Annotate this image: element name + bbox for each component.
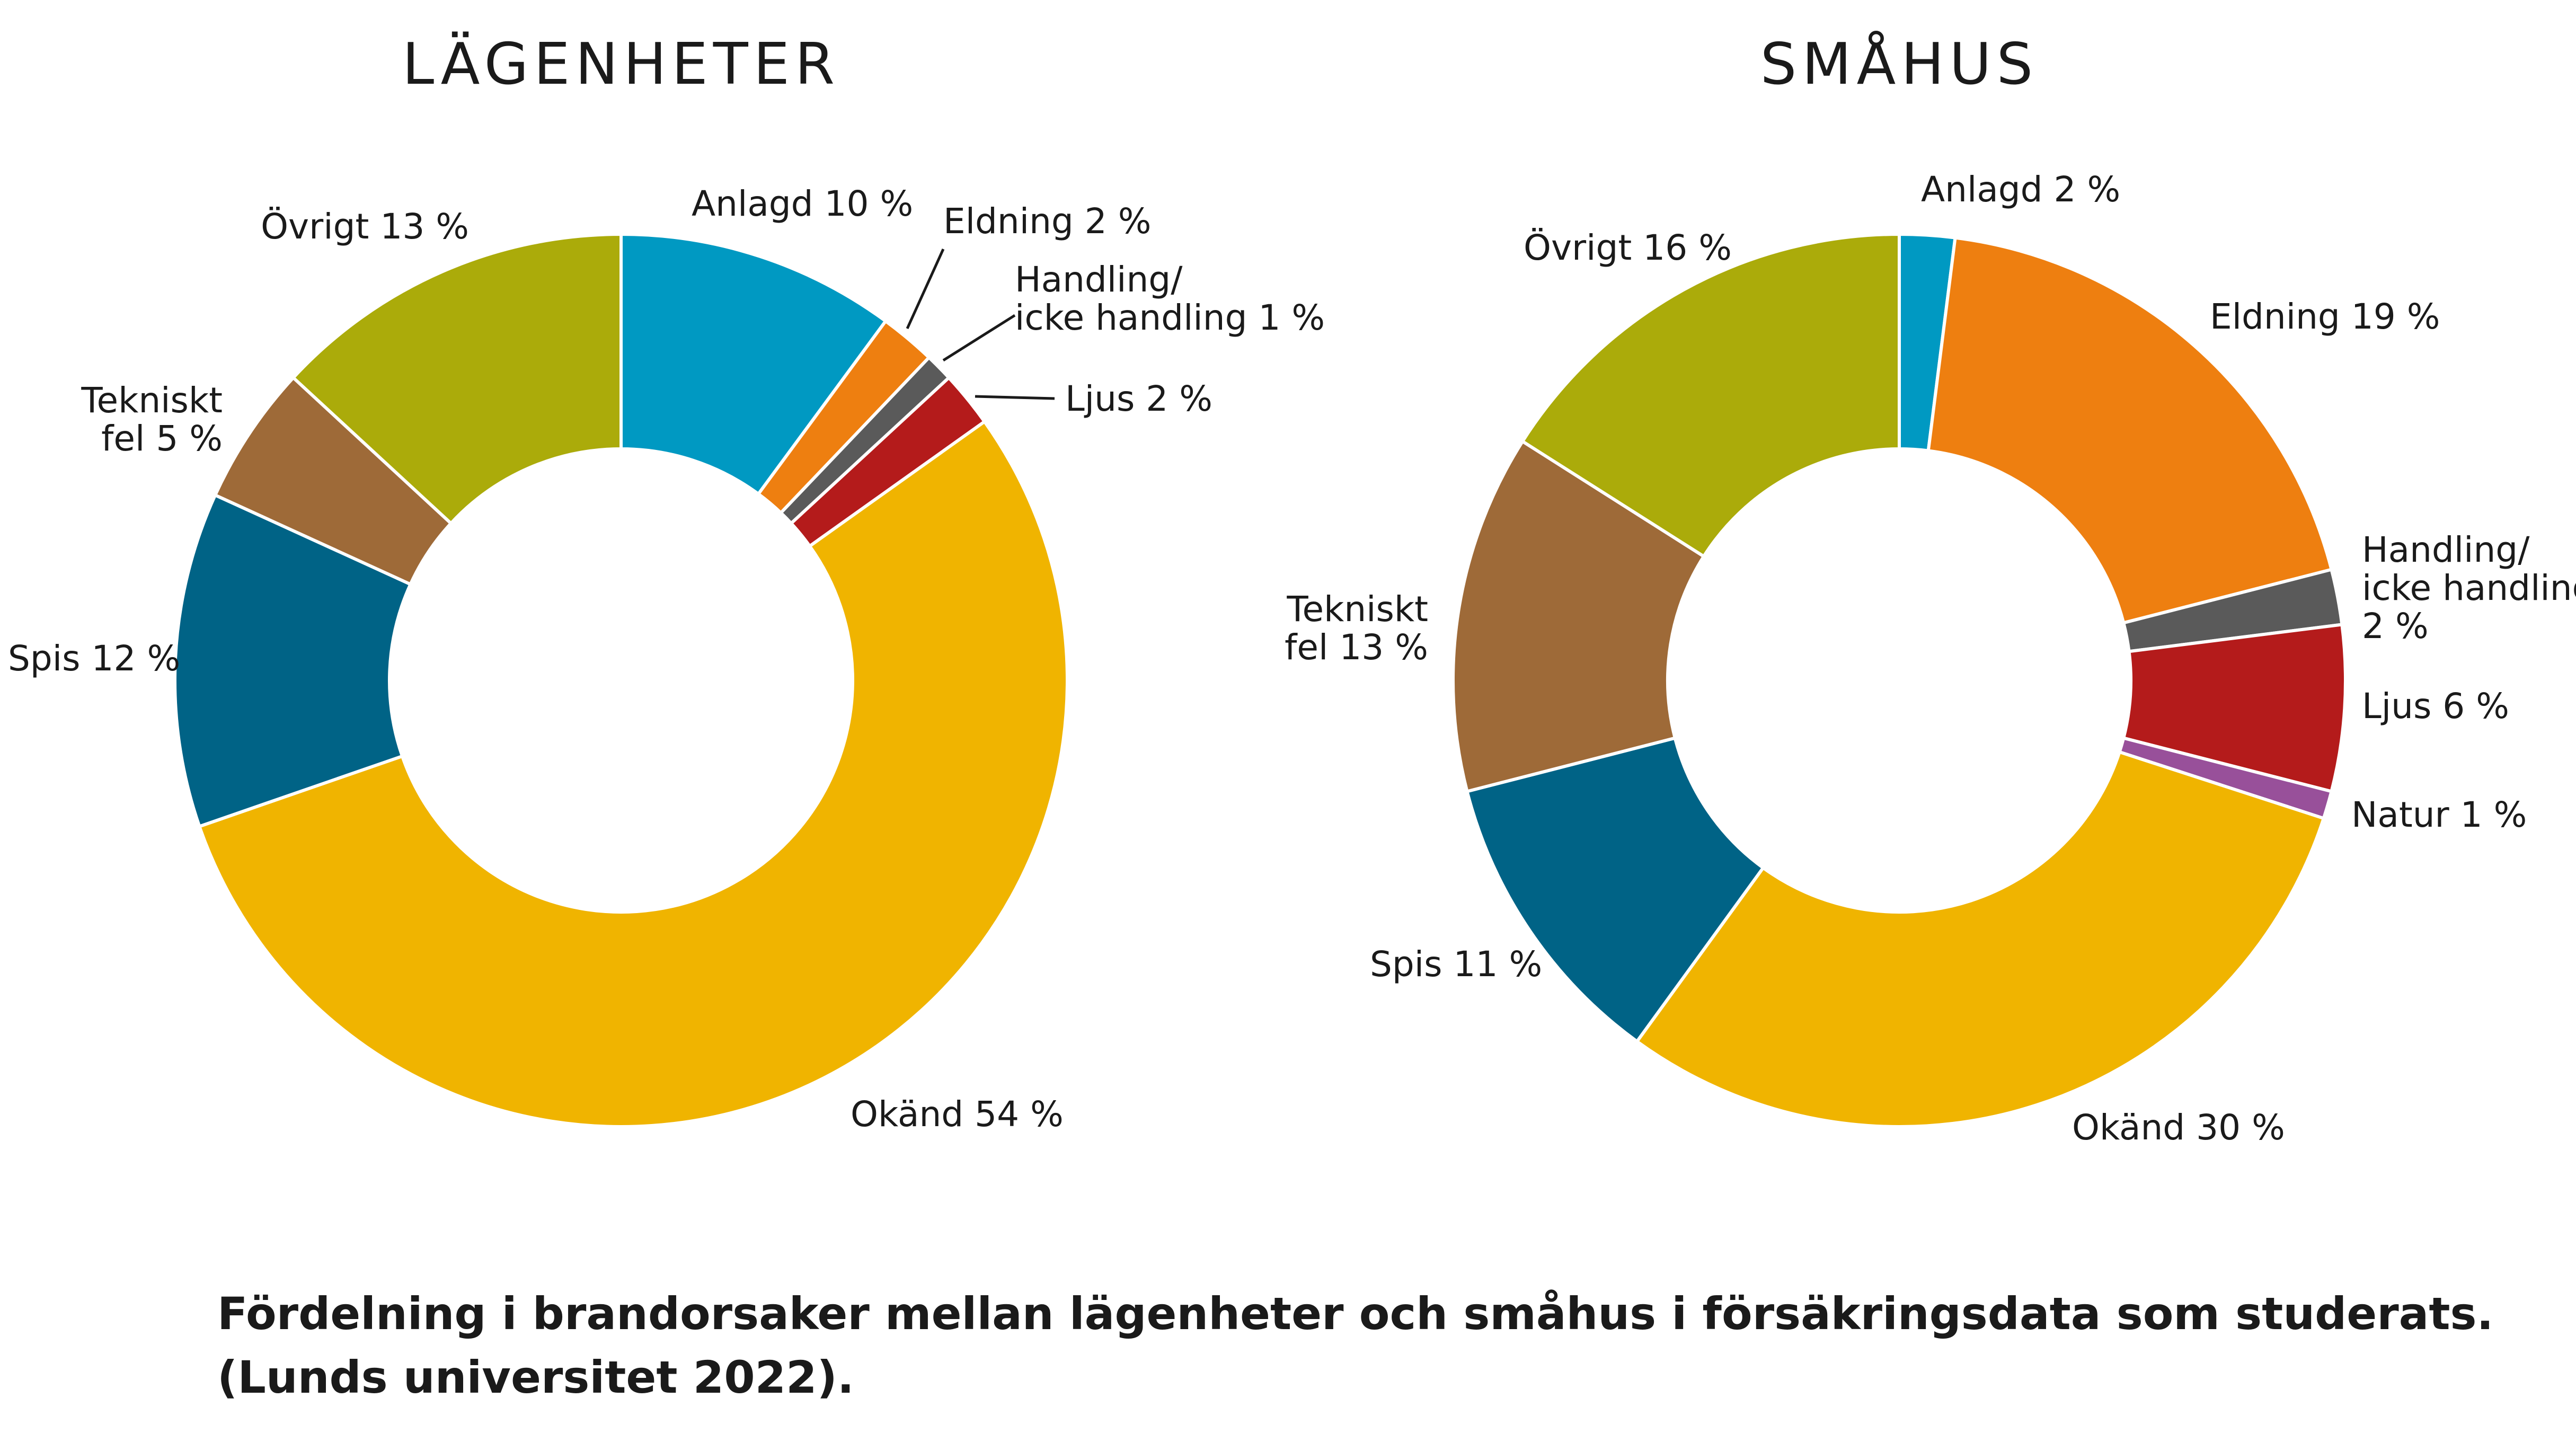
label-tekniskt-fel: Tekniskt fel 5 % [81, 380, 223, 459]
slice-okand [1635, 750, 2325, 1129]
chart-title: LÄGENHETER [402, 31, 840, 98]
slice-anlagd [619, 233, 888, 496]
label-spis: Spis 12 % [8, 638, 180, 679]
chart-title: SMÅHUS [1760, 30, 2038, 98]
donut-chart-lagenheter: LÄGENHETER Anlagd 10 % Eldning 2 % Handling… [8, 31, 1325, 1135]
caption-line-2: (Lunds universitet 2022). [217, 1351, 854, 1403]
leader-line-eldning [906, 248, 945, 330]
slice-spis [173, 493, 412, 828]
label-tekniskt-fel: Tekniskt fel 13 % [1285, 589, 1428, 668]
label-ovrigt: Övrigt 16 % [1524, 227, 1732, 268]
label-anlagd: Anlagd 10 % [692, 183, 913, 224]
slice-eldning [1926, 236, 2333, 625]
slice-ovrigt [291, 233, 623, 525]
label-eldning: Eldning 2 % [943, 201, 1152, 242]
slice-okand [198, 420, 1069, 1128]
leader-line-ljus [975, 395, 1055, 400]
leader-line-handling-icke-handling [942, 314, 1016, 362]
caption-line-1: Fördelning i brandorsaker mellan lägenhe… [217, 1288, 2494, 1340]
label-ljus: Ljus 6 % [2362, 686, 2509, 727]
slice-ovrigt [1521, 233, 1901, 558]
label-handling-icke-handling: Handling/icke handling 1 % [1015, 259, 1325, 338]
label-spis: Spis 11 % [1370, 944, 1542, 985]
label-eldning: Eldning 19 % [2210, 296, 2440, 337]
slice-spis [1465, 736, 1765, 1043]
label-ovrigt: Övrigt 13 % [261, 206, 469, 247]
label-ljus: Ljus 2 % [1065, 378, 1212, 419]
label-anlagd: Anlagd 2 % [1921, 169, 2120, 210]
label-natur: Natur 1 % [2351, 794, 2527, 835]
slice-tekniskt-fel [1451, 439, 1706, 793]
donut-chart-smahus: SMÅHUS Anlagd 2 % Eldning 19 % Handling/ick… [1285, 30, 2576, 1148]
label-handling-icke-handling: Handling/icke handling 2 % [2362, 529, 2576, 647]
label-okand: Okänd 54 % [851, 1094, 1064, 1135]
label-okand: Okänd 30 % [2072, 1107, 2285, 1148]
